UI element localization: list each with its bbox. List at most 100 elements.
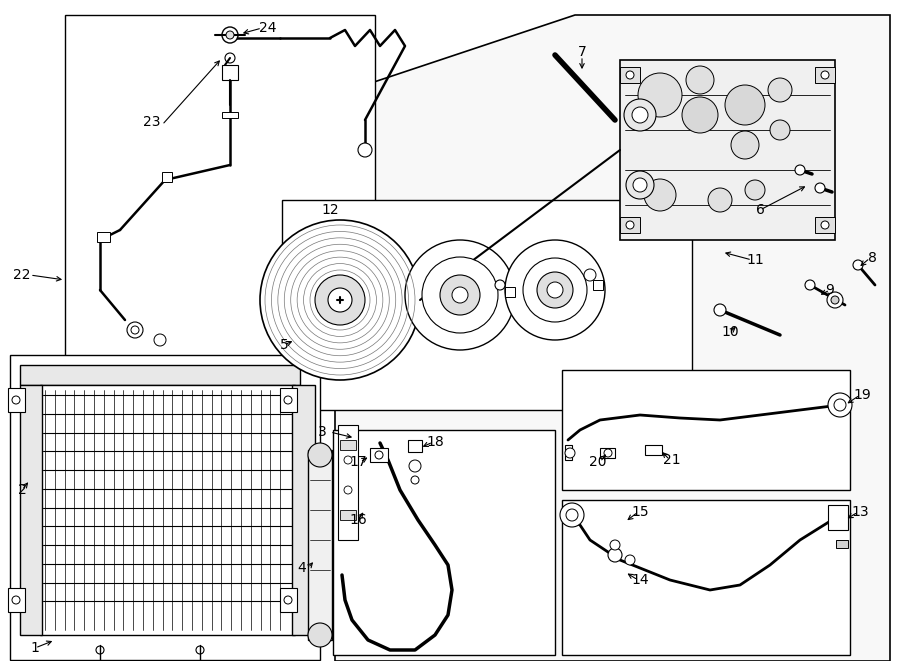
Circle shape [626, 171, 654, 199]
Circle shape [638, 73, 682, 117]
Circle shape [344, 456, 352, 464]
Polygon shape [600, 448, 615, 458]
Polygon shape [20, 365, 300, 385]
Circle shape [853, 260, 863, 270]
Polygon shape [222, 65, 238, 80]
Bar [65, 15, 375, 375]
Polygon shape [340, 510, 356, 520]
Polygon shape [836, 540, 848, 548]
Text: 4: 4 [298, 561, 306, 575]
Bar [308, 450, 332, 640]
Text: 9: 9 [825, 283, 834, 297]
Bar [333, 430, 555, 655]
Circle shape [409, 460, 421, 472]
Circle shape [405, 240, 515, 350]
Circle shape [358, 143, 372, 157]
Polygon shape [280, 588, 297, 612]
Circle shape [770, 120, 790, 140]
Circle shape [440, 275, 480, 315]
Circle shape [731, 131, 759, 159]
Text: 11: 11 [746, 253, 764, 267]
Text: 14: 14 [631, 573, 649, 587]
Circle shape [805, 280, 815, 290]
Circle shape [284, 596, 292, 604]
Text: 2: 2 [18, 483, 26, 497]
Text: 23: 23 [143, 115, 161, 129]
Polygon shape [10, 355, 320, 660]
Circle shape [604, 449, 612, 457]
Circle shape [495, 280, 505, 290]
Polygon shape [340, 440, 356, 450]
Text: 20: 20 [590, 455, 607, 469]
Circle shape [547, 282, 563, 298]
Text: 22: 22 [14, 268, 31, 282]
Text: 24: 24 [259, 21, 277, 35]
Bar [562, 500, 850, 655]
Circle shape [827, 292, 843, 308]
Circle shape [284, 396, 292, 404]
Circle shape [834, 399, 846, 411]
Polygon shape [408, 440, 422, 452]
Text: 1: 1 [31, 641, 40, 655]
Polygon shape [162, 172, 172, 182]
Polygon shape [335, 15, 890, 661]
Text: 12: 12 [321, 203, 338, 217]
Circle shape [725, 85, 765, 125]
Circle shape [422, 257, 498, 333]
Text: 6: 6 [756, 203, 764, 217]
Circle shape [821, 71, 829, 79]
Circle shape [633, 178, 647, 192]
Circle shape [131, 326, 139, 334]
Circle shape [12, 396, 20, 404]
Polygon shape [338, 425, 358, 540]
Circle shape [682, 97, 718, 133]
Circle shape [795, 165, 805, 175]
Circle shape [537, 272, 573, 308]
Text: 15: 15 [631, 505, 649, 519]
Circle shape [610, 540, 620, 550]
Circle shape [375, 451, 383, 459]
Text: 7: 7 [578, 45, 587, 59]
Circle shape [565, 448, 575, 458]
Bar [282, 200, 692, 410]
Polygon shape [280, 388, 297, 412]
Circle shape [821, 221, 829, 229]
Text: 17: 17 [349, 455, 367, 469]
Circle shape [196, 646, 204, 654]
Polygon shape [505, 287, 515, 297]
Circle shape [505, 240, 605, 340]
Polygon shape [8, 588, 25, 612]
Circle shape [626, 221, 634, 229]
Circle shape [644, 179, 676, 211]
Circle shape [260, 220, 420, 380]
Circle shape [452, 287, 468, 303]
Circle shape [127, 322, 143, 338]
Polygon shape [40, 385, 295, 635]
Text: 21: 21 [663, 453, 680, 467]
Text: 13: 13 [851, 505, 868, 519]
Polygon shape [370, 448, 388, 462]
Text: 8: 8 [868, 251, 877, 265]
Circle shape [584, 269, 596, 281]
Polygon shape [815, 217, 835, 233]
Polygon shape [620, 217, 640, 233]
Polygon shape [815, 67, 835, 83]
Circle shape [714, 304, 726, 316]
Circle shape [566, 509, 578, 521]
Circle shape [626, 71, 634, 79]
Circle shape [828, 393, 852, 417]
Polygon shape [20, 385, 42, 635]
Circle shape [560, 503, 584, 527]
Circle shape [686, 66, 714, 94]
Circle shape [225, 53, 235, 63]
Circle shape [222, 27, 238, 43]
Circle shape [632, 107, 648, 123]
Circle shape [308, 443, 332, 467]
Text: 10: 10 [721, 325, 739, 339]
Circle shape [96, 646, 104, 654]
Circle shape [768, 78, 792, 102]
Bar [562, 370, 850, 490]
Polygon shape [292, 385, 315, 635]
Polygon shape [620, 67, 640, 83]
Circle shape [815, 183, 825, 193]
